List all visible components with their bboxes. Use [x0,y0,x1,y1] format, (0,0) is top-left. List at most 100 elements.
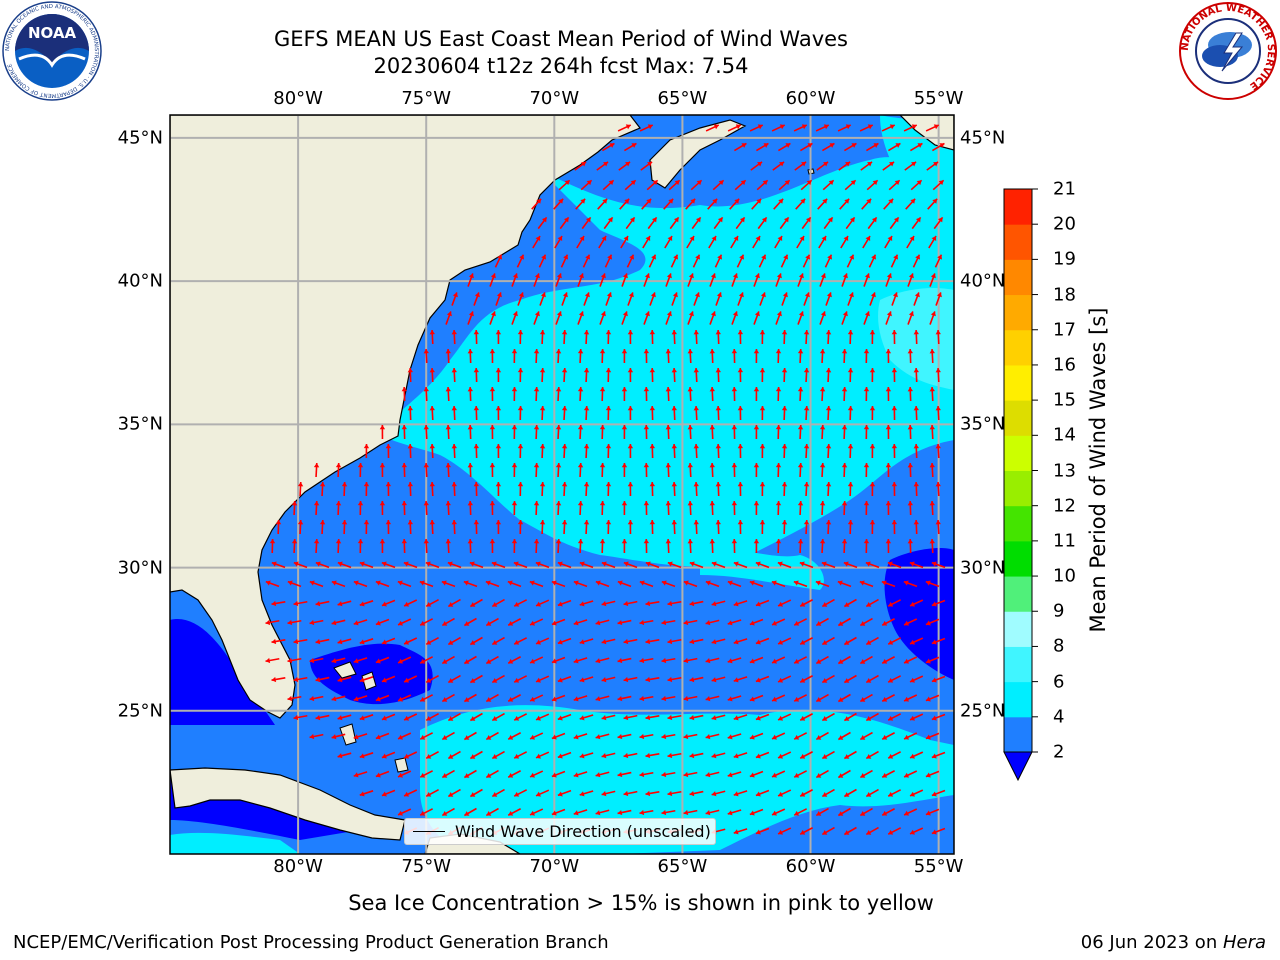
wave-arrow [447,598,461,608]
legend-line-icon [413,831,445,832]
wave-arrow [887,561,902,569]
wave-arrow [489,273,496,287]
wave-arrow [555,500,562,516]
wave-arrow [869,405,876,421]
wave-arrow [847,292,854,306]
wave-arrow [825,367,832,383]
wave-arrow [473,405,480,421]
wave-arrow [797,462,804,478]
wave-arrow [687,273,694,287]
wave-arrow [753,462,760,478]
wave-arrow [843,598,857,608]
wave-arrow [319,519,326,535]
wave-arrow [469,788,483,798]
colorbar-segment [1004,611,1032,647]
wave-arrow [775,348,782,364]
wave-arrow [337,638,352,645]
wave-arrow [735,216,746,230]
wave-arrow [865,788,879,798]
wave-arrow [363,443,370,459]
wave-arrow [539,329,546,345]
wave-arrow [750,161,763,171]
wave-arrow [626,254,635,268]
wave-arrow [627,329,634,345]
wave-arrow [755,637,770,645]
wave-arrow [683,657,698,664]
wave-arrow [297,519,304,535]
wave-arrow [309,657,324,664]
footer-date-text: 06 Jun 2023 on [1080,932,1223,953]
wave-arrow [583,329,590,345]
wave-arrow [687,348,693,364]
wave-arrow [839,198,850,210]
wave-arrow [319,481,326,497]
wave-arrow [287,657,302,664]
wave-arrow [639,695,654,702]
wave-arrow [602,179,615,191]
wave-arrow [737,367,744,383]
wave-arrow [692,254,701,268]
wave-arrow [903,732,918,740]
wave-arrow [379,424,386,440]
wave-arrow [885,311,892,325]
wave-arrow [667,638,682,645]
wave-arrow [401,424,408,440]
wave-arrow [799,637,813,645]
wave-arrow [599,538,606,554]
wave-arrow [561,519,568,535]
wave-arrow [822,179,835,191]
wave-arrow [771,580,786,588]
wave-arrow [441,693,455,703]
wave-arrow [551,770,566,778]
colorbar-tick-label: 15 [1053,389,1076,411]
wave-arrow [817,198,828,210]
wave-arrow [715,405,721,421]
wave-arrow [929,462,935,478]
colorbar-tick-label: 14 [1053,424,1076,446]
wave-arrow [925,124,940,132]
wave-arrow [309,580,324,588]
wave-arrow [821,712,835,722]
wave-arrow [605,292,612,306]
wave-arrow [429,443,435,459]
wave-arrow [533,538,540,554]
colorbar-segment [1004,435,1032,471]
wave-arrow [403,789,418,797]
wave-arrow [605,443,612,459]
wave-arrow [821,636,835,646]
wave-arrow [687,500,693,516]
wave-arrow [751,198,762,210]
lon-label-top: 80°W [273,88,323,109]
wave-arrow [794,161,807,171]
ocean-band-4-6-carib [170,832,300,854]
wave-arrow [891,481,898,497]
map-grid [170,115,954,854]
wave-arrow [621,311,628,325]
wave-arrow [441,807,455,817]
wave-arrow [935,329,941,345]
wave-arrow [935,405,941,421]
wave-arrow [495,367,502,383]
wave-arrow [643,500,650,516]
wave-arrow [711,752,726,759]
wave-arrow [379,462,386,478]
wave-arrow [711,676,726,683]
wave-arrow [778,179,791,191]
wave-arrow [645,676,660,683]
wave-arrow [909,789,924,797]
land-cuba [170,767,406,841]
wave-arrow [775,273,782,287]
wave-arrow [627,481,634,497]
wave-arrow [577,273,584,287]
wave-arrow [885,500,892,516]
wave-arrow [749,580,764,588]
wave-arrow [933,216,944,230]
wave-arrow [803,367,810,383]
wave-arrow [507,656,521,664]
wave-arrow [353,580,368,588]
wave-arrow [557,713,572,721]
wave-arrow [709,386,715,402]
wave-arrow [537,216,548,230]
wave-arrow [451,329,457,345]
